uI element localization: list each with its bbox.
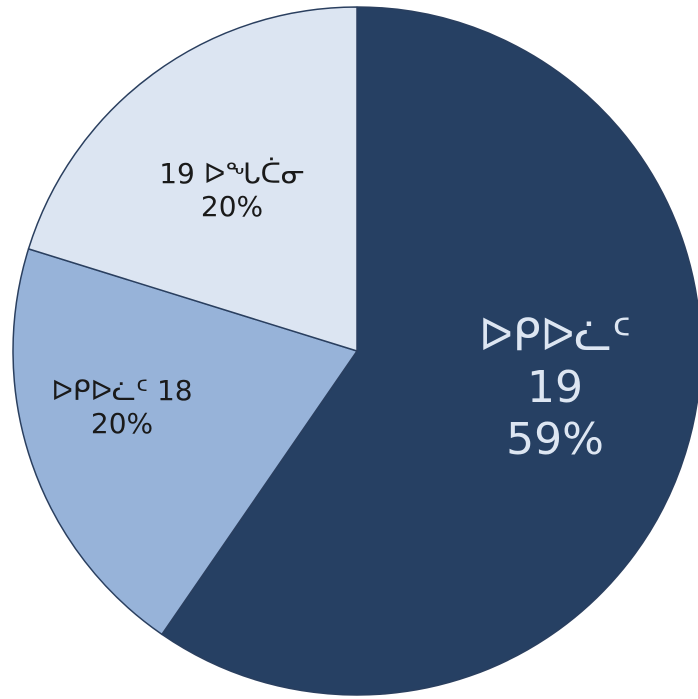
slice-1-name: ᐅᑭᐅᓛᑦ 18	[51, 373, 193, 407]
pie-slice-1	[12, 248, 358, 636]
slice-0-name: ᐅᑭᐅᓛᑦ	[479, 310, 631, 362]
slice-2-name: 19 ᐅᖓᑖᓂ	[159, 156, 305, 190]
pie-slice-0	[161, 6, 698, 696]
slice-label-0: ᐅᑭᐅᓛᑦ 19 59%	[479, 310, 631, 466]
slice-1-percent: 20%	[90, 407, 154, 440]
slice-0-percent: 59%	[506, 413, 604, 465]
slice-0-value: 19	[527, 362, 583, 414]
slice-2-percent: 20%	[200, 190, 264, 223]
pie-slice-2	[27, 6, 358, 352]
slice-label-2: 19 ᐅᖓᑖᓂ 20%	[159, 157, 305, 223]
slice-label-1: ᐅᑭᐅᓛᑦ 18 20%	[51, 374, 192, 440]
